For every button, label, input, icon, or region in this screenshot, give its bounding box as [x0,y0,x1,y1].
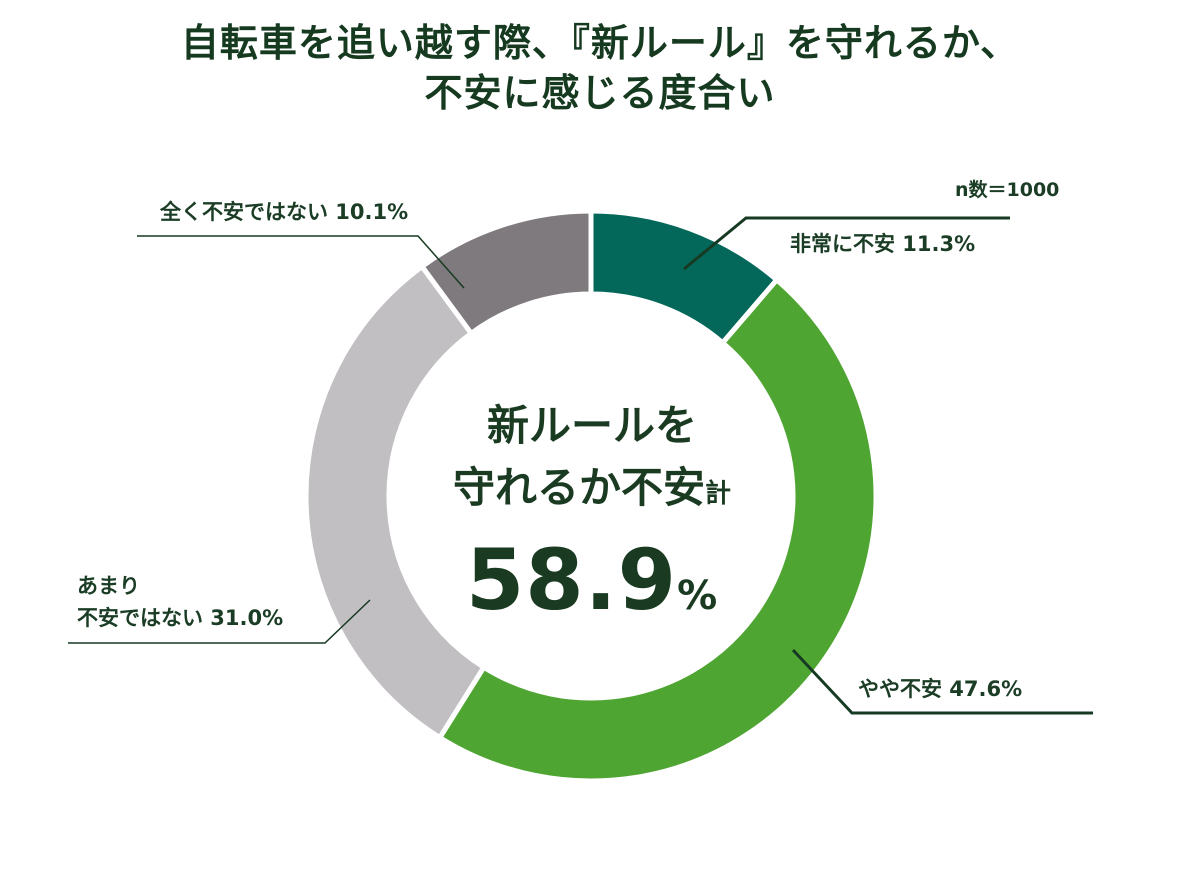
center-total-value: 58.9% [392,525,792,651]
label-somewhat-anxious: やや不安 47.6% [858,677,1023,701]
label-not-anxious-at-all: 全く不安ではない 10.1% [160,200,409,224]
leader-line-not-at-all [137,235,465,289]
sample-size-label: n数＝1000 [955,179,1060,201]
chart-title: 自転車を追い越す際、『新ルール』を守れるか、 不安に感じる度合い [0,18,1200,118]
leader-line-not-very-anxious [68,599,371,644]
donut-segment-not-very-anxious [303,262,488,742]
leader-line-somewhat-anxious [791,648,1093,715]
label-not-very-anxious: あまり 不安ではない 31.0% [77,570,283,634]
center-unit: % [677,573,719,619]
center-annotation: 新ルールを 守れるか不安計 58.9% [392,395,792,651]
center-line2: 守れるか不安計 [392,457,792,525]
chart-title-line1: 自転車を追い越す際、『新ルール』を守れるか、 [180,21,1020,65]
chart-title-line2: 不安に感じる度合い [424,71,776,115]
leader-line-very-anxious [683,216,1010,271]
label-not-very-anxious-line2: 不安ではない 31.0% [77,606,284,630]
label-not-very-anxious-line1: あまり [77,574,140,598]
center-line2-suffix: 計 [705,479,732,509]
label-very-anxious: 非常に不安 11.3% [790,232,976,256]
center-line2-main: 守れるか不安 [452,463,705,512]
center-line1: 新ルールを [486,401,697,450]
donut-segment-somewhat-anxious [436,276,879,784]
donut-segment-not-anxious-at-all [418,208,594,337]
leader-lines [68,216,1093,715]
donut-segments [303,208,879,784]
center-value: 58.9 [465,531,678,629]
